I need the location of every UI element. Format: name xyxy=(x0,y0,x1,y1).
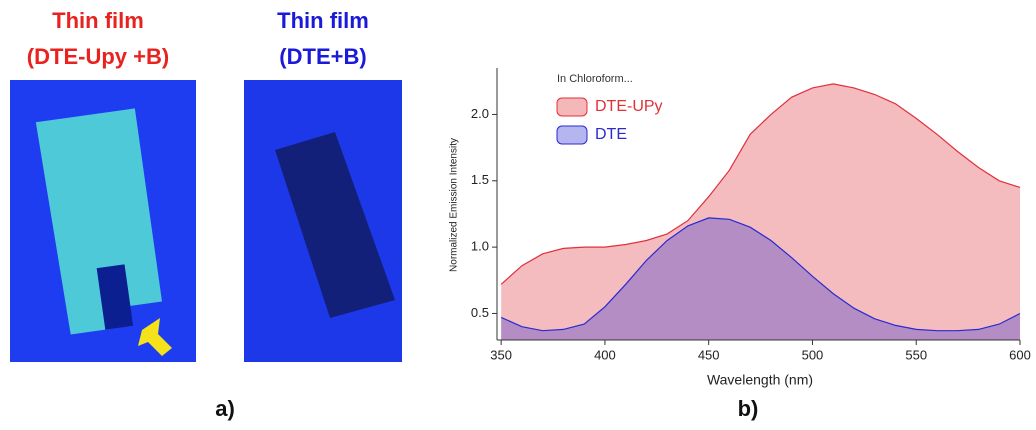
photo xyxy=(10,80,196,362)
x-tick-label: 350 xyxy=(490,347,512,362)
photo-subtitle: (DTE-Upy +B) xyxy=(27,44,169,69)
photo-subtitle: (DTE+B) xyxy=(279,44,366,69)
panel-label: b) xyxy=(738,396,759,421)
y-tick-label: 1.0 xyxy=(471,239,489,254)
legend-label: DTE-UPy xyxy=(595,98,663,115)
photo-title: Thin film xyxy=(277,8,369,33)
y-tick-label: 1.5 xyxy=(471,172,489,187)
area xyxy=(501,217,1021,340)
x-tick-label: 450 xyxy=(698,347,720,362)
y-tick-label: 2.0 xyxy=(471,106,489,121)
legend-swatch xyxy=(556,125,588,145)
x-tick-label: 500 xyxy=(802,347,824,362)
area xyxy=(501,83,1021,341)
y-tick-label: 0.5 xyxy=(471,305,489,320)
x-tick-label: 600 xyxy=(1009,347,1031,362)
plot: DTE-UPy DTE 0.5 1.0 1.5 2.0 350 400 450 500 550 600 xyxy=(471,68,1031,362)
photo xyxy=(244,80,402,362)
annotation: In Chloroform... xyxy=(557,73,633,85)
x-axis-label: Wavelength (nm) xyxy=(707,372,813,388)
photo-title: Thin film xyxy=(52,8,144,33)
x-tick-label: 550 xyxy=(905,347,927,362)
panel-label: a) xyxy=(215,396,235,421)
x-tick-label: 400 xyxy=(594,347,616,362)
legend-swatch xyxy=(556,97,588,117)
line xyxy=(500,83,1021,285)
legend-label: DTE xyxy=(595,126,627,143)
line xyxy=(500,217,1021,332)
y-axis-label: Normalized Emission Intensity xyxy=(449,138,460,272)
